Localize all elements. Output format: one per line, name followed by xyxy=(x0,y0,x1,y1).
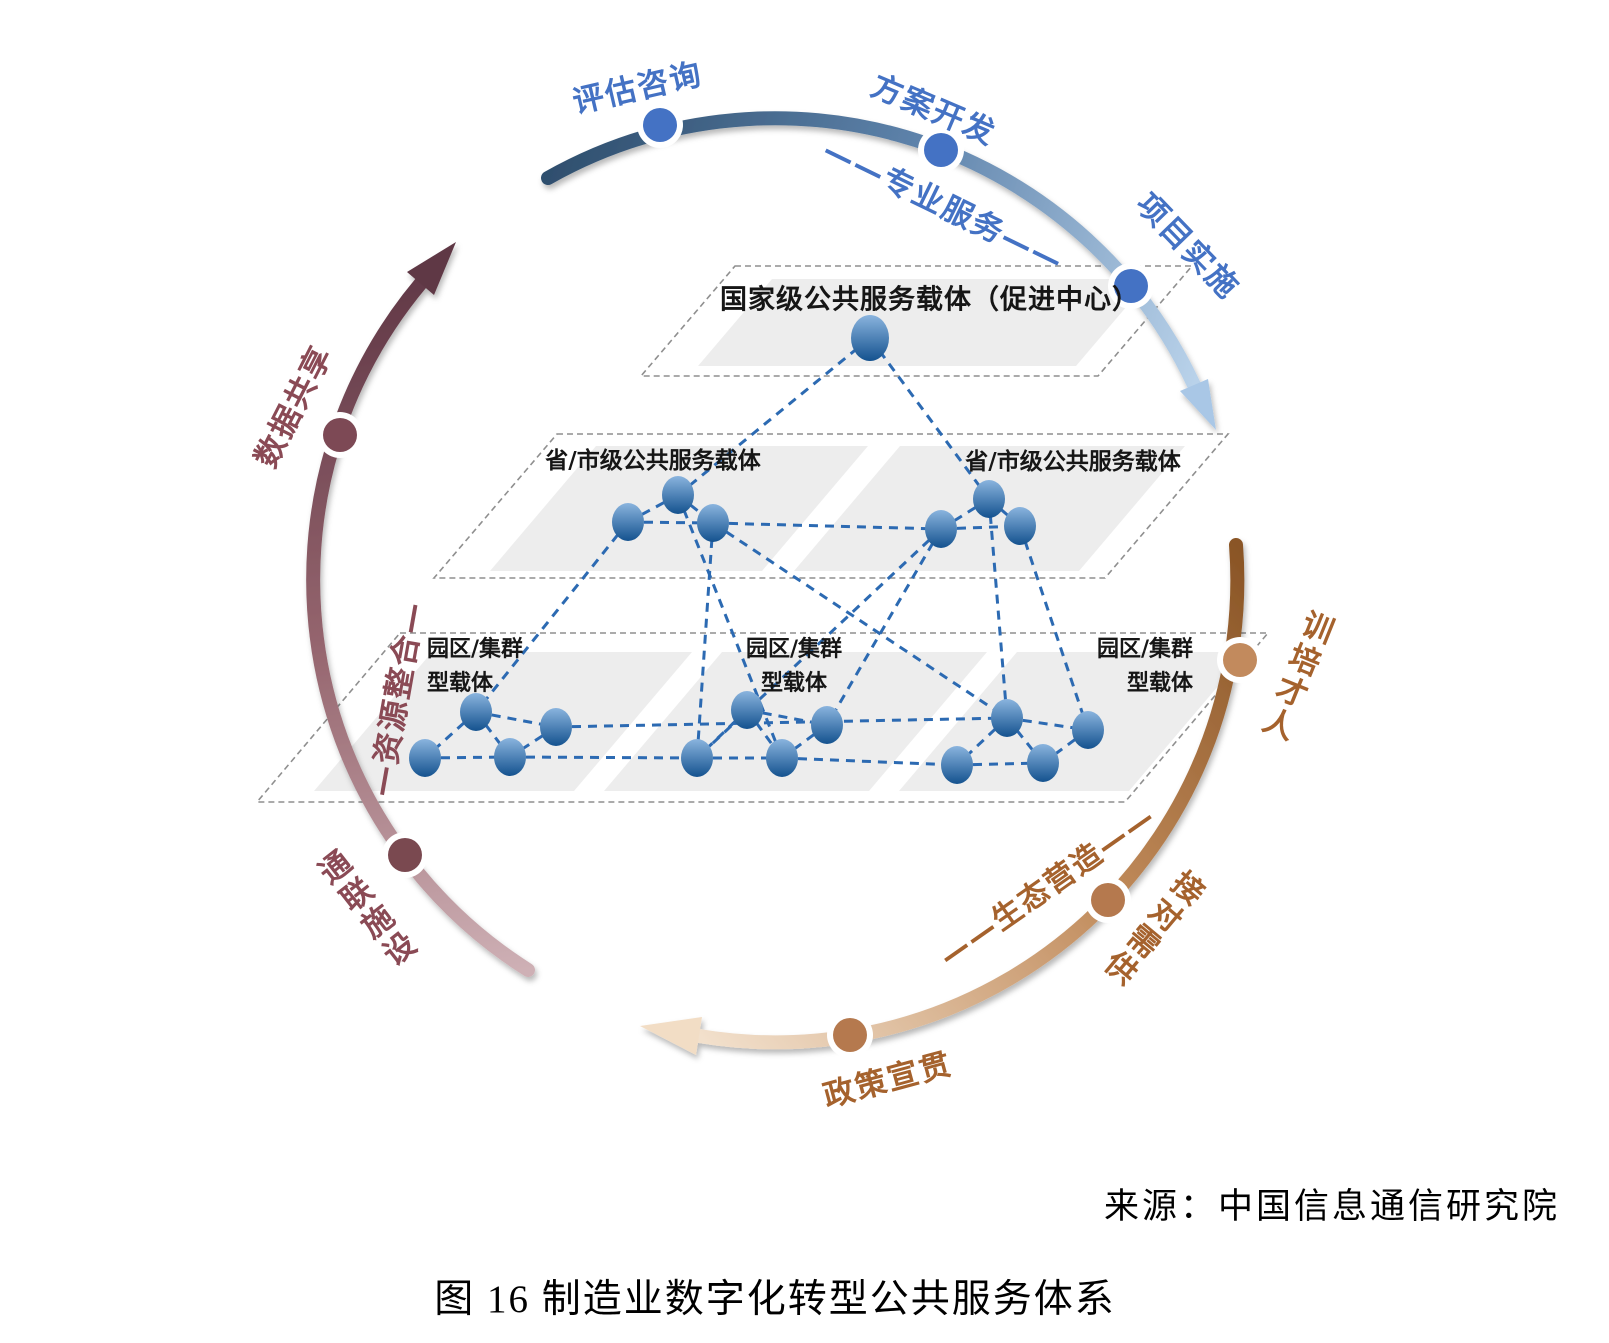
park-label-line2: 型载体 xyxy=(1126,671,1193,696)
plane-title-park-left: 园区/集群 型载体 xyxy=(427,633,523,701)
ring-dot-assessment xyxy=(637,102,683,148)
ring-dot-talent xyxy=(1217,637,1263,683)
park-label-line2: 型载体 xyxy=(760,671,828,696)
network-node xyxy=(540,708,572,746)
network-node xyxy=(494,738,526,776)
plane-provincial-border xyxy=(432,433,1230,579)
ring-dot-solution xyxy=(918,127,964,173)
network-edge xyxy=(825,528,943,726)
plane-title-provincial-left: 省/市级公共服务载体 xyxy=(545,448,761,474)
network-node xyxy=(1072,711,1104,749)
plane-title-park-right: 园区/集群 型载体 xyxy=(1097,633,1193,701)
source-credit: 来源：中国信息通信研究院 xyxy=(1103,1187,1560,1226)
ring-arc-brown xyxy=(692,538,1245,1050)
ring-dot-supply-demand xyxy=(1085,877,1131,923)
park-label-line1: 园区/集群 xyxy=(1096,637,1193,662)
network-edge xyxy=(695,522,715,759)
network-node xyxy=(731,691,763,729)
park-label-line2: 型载体 xyxy=(427,671,494,696)
ring-dot-policy xyxy=(827,1012,873,1058)
ring-dot-implementation xyxy=(1108,263,1154,309)
ring-dot-data-sharing xyxy=(317,412,363,458)
network-node xyxy=(681,739,713,777)
network-node xyxy=(941,746,973,784)
figure-caption: 图 16 制造业数字化转型公共服务体系 xyxy=(434,1278,1116,1321)
ring-dot-infrastructure xyxy=(382,832,428,878)
network-node xyxy=(697,504,729,542)
plane-title-park-mid: 园区/集群 型载体 xyxy=(746,633,842,701)
network-node xyxy=(811,706,843,744)
network-node xyxy=(1004,507,1036,545)
network-edge xyxy=(474,521,630,713)
network-edge xyxy=(955,716,1009,767)
ring-arrow-blue xyxy=(1180,379,1216,430)
plane-national-border xyxy=(639,265,1194,377)
ring-arrow-maroon xyxy=(407,242,456,295)
network-node xyxy=(460,693,492,731)
network-node xyxy=(766,739,798,777)
park-label-line1: 园区/集群 xyxy=(427,637,524,662)
ring-dots xyxy=(317,102,1263,1058)
network-node xyxy=(973,480,1005,518)
network-edge xyxy=(987,498,1009,719)
network-node xyxy=(1027,744,1059,782)
plane-park-border xyxy=(255,632,1270,803)
plane-title-provincial-right: 省/市级公共服务载体 xyxy=(965,449,1181,475)
ring-arc-maroon xyxy=(306,276,535,977)
network-edge xyxy=(712,521,1008,720)
network-node xyxy=(991,699,1023,737)
plane-title-national: 国家级公共服务载体（促进中心） xyxy=(720,284,1140,316)
network-node-national xyxy=(851,315,889,361)
network-edge xyxy=(423,710,478,760)
network-edge xyxy=(1018,525,1090,731)
network-node xyxy=(612,503,644,541)
plane-park-patch-right xyxy=(899,652,1247,791)
network-node xyxy=(409,739,441,777)
park-label-line1: 园区/集群 xyxy=(745,637,843,662)
plane-national-patch xyxy=(698,279,1150,366)
network-edge xyxy=(555,716,1008,729)
ring-arrow-brown xyxy=(640,1017,702,1055)
network-edge xyxy=(868,337,991,500)
network-edge xyxy=(781,756,958,767)
plane-national xyxy=(639,265,1194,377)
network-nodes xyxy=(409,315,1104,784)
network-edge xyxy=(695,708,749,760)
network-node xyxy=(662,476,694,514)
network-node xyxy=(925,510,957,548)
network-edge xyxy=(712,521,942,531)
